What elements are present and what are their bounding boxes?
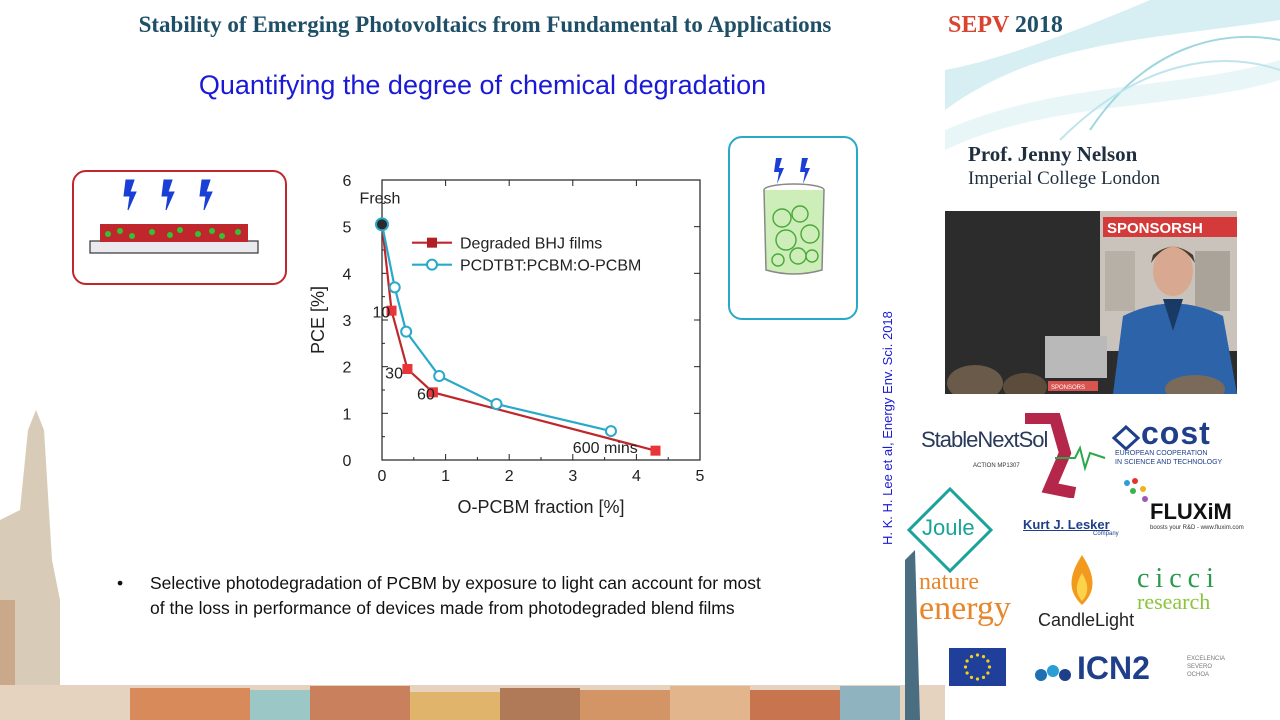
sponsor-severo-ochoa: EXCELENCIA SEVERO OCHOA (1187, 656, 1225, 678)
badge-sepv: SEPV (948, 12, 1009, 38)
data-point-square (386, 305, 397, 316)
sponsor-kurt-lesker-sub: Company (1093, 531, 1119, 537)
data-point-square (650, 445, 661, 456)
y-tick-label: 3 (343, 313, 352, 330)
sponsor-logos: StableNextSol ACTION MP1307 cost EUROPEA… (905, 405, 1280, 705)
badge-year: 2018 (1014, 12, 1063, 38)
cost-logo-icon (1112, 425, 1140, 451)
y-tick-label: 2 (343, 360, 352, 377)
x-axis-label: O-PCBM fraction [%] (457, 497, 624, 517)
sponsor-cicci: cicci (1137, 563, 1220, 594)
speaker-institution: Imperial College London (968, 168, 1161, 189)
y-axis-label: PCE [%] (308, 286, 328, 354)
bullet-symbol: • (117, 573, 124, 593)
bullet-line-1: Selective photodegradation of PCBM by ex… (150, 573, 761, 593)
data-point-circle (490, 398, 503, 410)
sponsor-candlelight: CandleLight (1038, 610, 1135, 630)
sponsor-cost-sub-2: IN SCIENCE AND TECHNOLOGY (1115, 459, 1223, 466)
x-tick-label: 1 (441, 468, 450, 485)
chart-annotation: 600 mins (573, 440, 638, 457)
sponsor-nature: nature (919, 569, 979, 595)
degraded-film-illustration (72, 170, 287, 285)
sponsor-cost-sub-1: EUROPEAN COOPERATION (1115, 450, 1208, 457)
sponsor-icn2: ICN2 (1077, 650, 1150, 686)
slide: Quantifying the degree of chemical degra… (60, 50, 905, 685)
conference-badge: SEPV 2018 (948, 12, 1063, 39)
x-tick-label: 4 (632, 468, 641, 485)
beaker-icon (763, 158, 825, 275)
y-tick-label: 0 (343, 453, 352, 470)
sponsor-joule: Joule (922, 515, 975, 540)
sponsor-fluxim: FLUXiM (1150, 499, 1232, 524)
x-tick-label: 3 (568, 468, 577, 485)
sponsor-energy: energy (919, 590, 1011, 627)
series-line (380, 224, 612, 433)
pce-vs-opcbm-chart: 0 1 2 3 4 5 0 1 2 3 4 5 6 O-PCBM fraction [%] PCE [%] D… (308, 173, 705, 517)
video-sign-text: SPONSORSH (1107, 220, 1203, 237)
film-on-substrate-icon (89, 179, 259, 254)
legend-label: Degraded BHJ films (460, 236, 602, 253)
data-point-circle (400, 325, 413, 338)
stablenextsol-ribbon-icon (1025, 413, 1106, 498)
data-point-square (427, 387, 438, 398)
solution-illustration (728, 136, 858, 320)
data-point-circle (388, 281, 401, 294)
joule-diamond-icon (907, 487, 993, 573)
x-tick-label: 0 (378, 468, 387, 485)
sponsor-kurt-lesker: Kurt J. Lesker (1023, 517, 1110, 532)
y-tick-label: 1 (343, 406, 352, 423)
data-point-square (402, 364, 413, 374)
sponsor-cost: cost (1141, 415, 1211, 451)
data-point-circle (433, 370, 446, 382)
y-tick-label: 4 (343, 266, 352, 283)
conference-title: Stability of Emerging Photovoltaics from… (138, 12, 832, 37)
chart-plot-area (381, 179, 701, 461)
y-tick-label: 6 (343, 173, 352, 190)
y-tick-label: 5 (343, 220, 352, 237)
chart-annotation: Fresh (360, 190, 401, 207)
speaker-name: Prof. Jenny Nelson (968, 142, 1138, 166)
sponsor-fluxim-sub: boosts your R&D - www.fluxim.com (1150, 525, 1244, 531)
eu-flag-icon (949, 648, 1006, 686)
legend-label: PCDTBT:PCBM:O-PCBM (460, 258, 641, 275)
x-tick-label: 2 (505, 468, 514, 485)
podium-sign-text: SPONSORS (1051, 385, 1085, 391)
speaker-video: SPONSORSH SPONSORS (945, 211, 1237, 394)
bullet-text: Selective photodegradation of PCBM by ex… (150, 571, 840, 621)
x-tick-label: 5 (696, 468, 705, 485)
legend-marker (426, 258, 438, 271)
sponsor-stablenextsol: StableNextSol (921, 427, 1048, 452)
chart-annotation: 30 (385, 365, 403, 382)
sponsor-stablenextsol-sub: ACTION MP1307 (973, 463, 1020, 469)
data-point-fresh (375, 217, 389, 232)
bullet-line-2: of the loss in performance of devices ma… (150, 598, 735, 618)
sponsor-research: research (1137, 589, 1211, 614)
fluxim-dots-icon (1124, 478, 1148, 502)
chart-annotation: 60 (417, 386, 435, 403)
citation: H. K. H. Lee et al, Energy Env. Sci. 201… (880, 311, 895, 545)
speaker-video-frame: SPONSORSH SPONSORS (945, 211, 1237, 394)
chart-annotation: 10 (372, 305, 390, 322)
candlelight-flame-icon (1071, 555, 1093, 605)
slide-title: Quantifying the degree of chemical degra… (198, 70, 767, 100)
data-point-circle (604, 425, 617, 438)
icn2-molecule-icon (1035, 665, 1071, 681)
legend-marker (427, 237, 437, 248)
